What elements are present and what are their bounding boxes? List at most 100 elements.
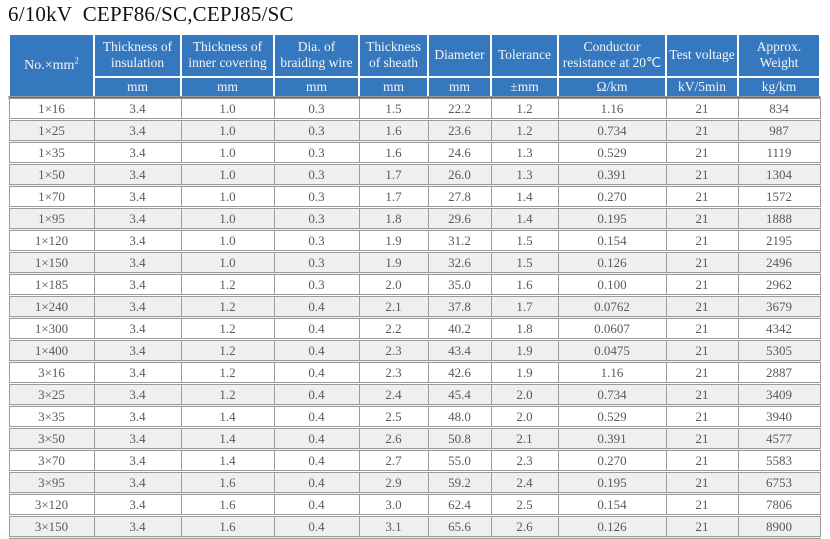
value-cell: 1.2 <box>180 382 275 408</box>
value-cell: 65.6 <box>427 514 492 539</box>
column-header-sheath: Thickness of sheath <box>358 33 429 78</box>
table-row: 1×300 3.4 1.2 0.4 2.2 40.2 1.8 0.0607 21 4342 <box>8 316 821 342</box>
size-cell: 1×50 <box>8 162 95 188</box>
size-cell: 1×35 <box>8 140 95 166</box>
value-cell: 1.4 <box>180 448 275 474</box>
value-cell: 0.4 <box>273 316 360 342</box>
value-cell: 0.391 <box>557 162 667 188</box>
cable-spec-table: No.×mm2 Thickness of insulation Thicknes… <box>8 33 821 539</box>
value-cell: 1.9 <box>358 228 429 254</box>
value-cell: 1.6 <box>358 140 429 166</box>
table-body: 1×16 3.4 1.0 0.3 1.5 22.2 1.2 1.16 21 834 1×25 3.4 1… <box>8 96 821 539</box>
value-cell: 2195 <box>737 228 821 254</box>
value-cell: 27.8 <box>427 184 492 210</box>
value-cell: 1.2 <box>490 118 559 144</box>
value-cell: 22.2 <box>427 96 492 122</box>
value-cell: 5583 <box>737 448 821 474</box>
value-cell: 0.529 <box>557 140 667 166</box>
value-cell: 21 <box>665 514 739 539</box>
value-cell: 21 <box>665 96 739 122</box>
value-cell: 0.4 <box>273 492 360 518</box>
value-cell: 0.270 <box>557 184 667 210</box>
size-cell: 3×70 <box>8 448 95 474</box>
value-cell: 0.3 <box>273 140 360 166</box>
size-cell: 3×25 <box>8 382 95 408</box>
value-cell: 21 <box>665 360 739 386</box>
column-header-size-sup: 2 <box>74 55 79 66</box>
value-cell: 1.4 <box>180 426 275 452</box>
value-cell: 40.2 <box>427 316 492 342</box>
value-cell: 1.0 <box>180 118 275 144</box>
value-cell: 0.4 <box>273 470 360 496</box>
value-cell: 0.3 <box>273 162 360 188</box>
value-cell: 1.6 <box>180 514 275 539</box>
size-cell: 3×95 <box>8 470 95 496</box>
value-cell: 42.6 <box>427 360 492 386</box>
value-cell: 1.0 <box>180 96 275 122</box>
column-header-size-label: No.×mm <box>24 58 75 74</box>
value-cell: 21 <box>665 118 739 144</box>
value-cell: 0.0762 <box>557 294 667 320</box>
value-cell: 21 <box>665 206 739 232</box>
column-unit-sheath: mm <box>358 75 429 99</box>
value-cell: 21 <box>665 140 739 166</box>
value-cell: 2.2 <box>358 316 429 342</box>
value-cell: 3.4 <box>93 162 182 188</box>
value-cell: 1304 <box>737 162 821 188</box>
table-row: 3×50 3.4 1.4 0.4 2.6 50.8 2.1 0.391 21 4577 <box>8 426 821 452</box>
value-cell: 1.7 <box>490 294 559 320</box>
size-cell: 1×185 <box>8 272 95 298</box>
value-cell: 3679 <box>737 294 821 320</box>
value-cell: 0.4 <box>273 426 360 452</box>
column-header-diameter: Diameter <box>427 33 492 78</box>
value-cell: 0.3 <box>273 250 360 276</box>
value-cell: 1572 <box>737 184 821 210</box>
column-unit-weight: kg/km <box>737 75 821 99</box>
value-cell: 1.9 <box>358 250 429 276</box>
value-cell: 3.4 <box>93 382 182 408</box>
value-cell: 35.0 <box>427 272 492 298</box>
size-cell: 1×400 <box>8 338 95 364</box>
value-cell: 0.4 <box>273 382 360 408</box>
column-header-inner-covering: Thickness of inner covering <box>180 33 275 78</box>
value-cell: 3.4 <box>93 250 182 276</box>
size-cell: 1×240 <box>8 294 95 320</box>
value-cell: 1.4 <box>490 184 559 210</box>
column-header-insulation: Thickness of insulation <box>93 33 182 78</box>
value-cell: 0.3 <box>273 118 360 144</box>
value-cell: 1.5 <box>358 96 429 122</box>
value-cell: 2.7 <box>358 448 429 474</box>
table-row: 1×120 3.4 1.0 0.3 1.9 31.2 1.5 0.154 21 2195 <box>8 228 821 254</box>
table-row: 1×16 3.4 1.0 0.3 1.5 22.2 1.2 1.16 21 834 <box>8 96 821 122</box>
value-cell: 1.3 <box>490 162 559 188</box>
size-cell: 3×50 <box>8 426 95 452</box>
value-cell: 21 <box>665 338 739 364</box>
value-cell: 2.0 <box>490 404 559 430</box>
table-header: No.×mm2 Thickness of insulation Thicknes… <box>8 33 821 99</box>
value-cell: 2.5 <box>490 492 559 518</box>
value-cell: 32.6 <box>427 250 492 276</box>
value-cell: 2.6 <box>490 514 559 539</box>
value-cell: 59.2 <box>427 470 492 496</box>
value-cell: 0.4 <box>273 294 360 320</box>
value-cell: 1888 <box>737 206 821 232</box>
column-unit-braiding-wire: mm <box>273 75 360 99</box>
value-cell: 1.0 <box>180 140 275 166</box>
value-cell: 1.4 <box>490 206 559 232</box>
column-header-resistance: Conductor resistance at 20℃ <box>557 33 667 78</box>
value-cell: 2.0 <box>358 272 429 298</box>
column-unit-insulation: mm <box>93 75 182 99</box>
size-cell: 1×25 <box>8 118 95 144</box>
size-cell: 3×120 <box>8 492 95 518</box>
value-cell: 2.5 <box>358 404 429 430</box>
value-cell: 3.4 <box>93 140 182 166</box>
column-unit-resistance: Ω/km <box>557 75 667 99</box>
value-cell: 1.16 <box>557 360 667 386</box>
value-cell: 3.4 <box>93 448 182 474</box>
size-cell: 1×120 <box>8 228 95 254</box>
page-title: 6/10kV CEPF86/SC,CEPJ85/SC <box>8 2 294 26</box>
column-header-braiding-wire: Dia. of braiding wire <box>273 33 360 78</box>
value-cell: 1.16 <box>557 96 667 122</box>
table-row: 1×25 3.4 1.0 0.3 1.6 23.6 1.2 0.734 21 987 <box>8 118 821 144</box>
value-cell: 3.4 <box>93 492 182 518</box>
